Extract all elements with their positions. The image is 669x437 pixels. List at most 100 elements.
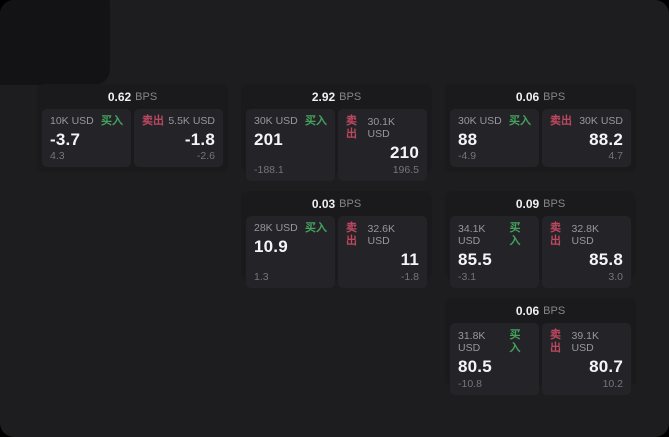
- buy-size-label: 30K USD: [458, 115, 502, 128]
- buy-size-label: 30K USD: [254, 115, 298, 128]
- sell-delta: -2.6: [196, 150, 215, 163]
- buy-panel-header: 30K USD 买入: [458, 115, 531, 128]
- buy-panel[interactable]: 30K USD 买入 201 -188.1: [246, 109, 335, 181]
- buy-delta: -4.9: [458, 150, 477, 163]
- buy-action-label: 买入: [305, 115, 327, 127]
- quote-card: 2.92 BPS 30K USD 买入 201 -188.1 卖出: [241, 84, 432, 181]
- sell-price: -1.8: [184, 130, 215, 150]
- sell-delta: 196.5: [392, 163, 419, 176]
- bps-value: 0.03: [311, 196, 336, 211]
- buy-price: -3.7: [50, 130, 81, 150]
- sell-price: 11: [400, 250, 419, 270]
- sell-action-label: 卖出: [142, 115, 164, 127]
- sell-panel-header: 卖出 32.8K USD: [550, 222, 623, 248]
- buy-action-label: 买入: [509, 329, 521, 355]
- buy-panel-header: 34.1K USD 买入: [458, 222, 531, 248]
- buy-price: 80.5: [458, 357, 492, 377]
- sell-delta: 4.7: [608, 150, 623, 163]
- buy-panel[interactable]: 30K USD 买入 88 -4.9: [450, 109, 539, 168]
- card-header: 0.06 BPS: [445, 298, 636, 323]
- sell-price: 88.2: [589, 130, 623, 150]
- card-header: 0.62 BPS: [37, 84, 228, 109]
- card-body: 10K USD 买入 -3.7 4.3 卖出 5.5K USD -1.8 -2.…: [37, 109, 228, 172]
- sell-size-label: 32.8K USD: [571, 222, 599, 248]
- buy-price: 85.5: [458, 250, 492, 270]
- bps-unit-label: BPS: [339, 197, 362, 210]
- buy-action-label: 买入: [509, 115, 531, 127]
- card-body: 30K USD 买入 201 -188.1 卖出 30.1K USD 210 1…: [241, 109, 432, 186]
- bps-unit-label: BPS: [543, 197, 566, 210]
- card-body: 28K USD 买入 10.9 1.3 卖出 32.6K USD 11 -1.8: [241, 216, 432, 293]
- sell-price: 210: [390, 143, 419, 163]
- card-body: 30K USD 买入 88 -4.9 卖出 30K USD 88.2 4.7: [445, 109, 636, 172]
- buy-action-label: 买入: [101, 115, 123, 127]
- buy-delta: -188.1: [254, 163, 284, 176]
- quote-card: 0.03 BPS 28K USD 买入 10.9 1.3 卖出: [241, 191, 432, 288]
- buy-price: 10.9: [254, 237, 288, 257]
- card-body: 31.8K USD 买入 80.5 -10.8 卖出 39.1K USD 80.…: [445, 323, 636, 400]
- buy-delta: 4.3: [50, 150, 65, 163]
- sell-panel-header: 卖出 30.1K USD: [346, 115, 419, 141]
- buy-panel-header: 28K USD 买入: [254, 222, 327, 235]
- sell-delta: -1.8: [400, 270, 419, 283]
- bps-value: 0.06: [515, 89, 540, 104]
- sell-panel[interactable]: 卖出 30K USD 88.2 4.7: [542, 109, 631, 168]
- buy-panel-header: 10K USD 买入: [50, 115, 123, 128]
- card-header: 0.06 BPS: [445, 84, 636, 109]
- bps-unit-label: BPS: [135, 90, 158, 103]
- sell-action-label: 卖出: [346, 222, 357, 248]
- card-header: 2.92 BPS: [241, 84, 432, 109]
- sell-price: 85.8: [589, 250, 623, 270]
- quote-card: 0.06 BPS 30K USD 买入 88 -4.9 卖出: [445, 84, 636, 172]
- buy-action-label: 买入: [305, 222, 327, 234]
- bps-unit-label: BPS: [543, 304, 566, 317]
- buy-price: 88: [458, 130, 478, 150]
- buy-price: 201: [254, 130, 283, 150]
- quote-card: 0.62 BPS 10K USD 买入 -3.7 4.3 卖出: [37, 84, 228, 172]
- bps-value: 0.62: [107, 89, 132, 104]
- buy-delta: -10.8: [458, 377, 482, 390]
- sell-panel[interactable]: 卖出 30.1K USD 210 196.5: [338, 109, 427, 181]
- buy-panel[interactable]: 10K USD 买入 -3.7 4.3: [42, 109, 131, 168]
- sell-panel-header: 卖出 5.5K USD: [142, 115, 215, 128]
- sell-action-label: 卖出: [346, 115, 357, 141]
- buy-action-label: 买入: [509, 222, 521, 248]
- sell-action-label: 卖出: [550, 329, 561, 355]
- sell-action-label: 卖出: [550, 115, 572, 127]
- sell-size-label: 30K USD: [579, 115, 623, 128]
- quote-card: 0.06 BPS 31.8K USD 买入 80.5 -10.8 卖: [445, 298, 636, 395]
- buy-size-label: 28K USD: [254, 222, 298, 235]
- bps-unit-label: BPS: [339, 90, 362, 103]
- card-header: 0.03 BPS: [241, 191, 432, 216]
- sell-panel[interactable]: 卖出 32.8K USD 85.8 3.0: [542, 216, 631, 288]
- sell-size-label: 5.5K USD: [168, 115, 215, 128]
- sell-delta: 3.0: [608, 270, 623, 283]
- sell-panel[interactable]: 卖出 32.6K USD 11 -1.8: [338, 216, 427, 288]
- buy-size-label: 10K USD: [50, 115, 94, 128]
- buy-size-label: 31.8K USD: [458, 329, 486, 355]
- sell-action-label: 卖出: [550, 222, 561, 248]
- sell-delta: 10.2: [602, 377, 623, 390]
- sell-panel-header: 卖出 30K USD: [550, 115, 623, 128]
- sell-panel-header: 卖出 39.1K USD: [550, 329, 623, 355]
- quote-card: 0.09 BPS 34.1K USD 买入 85.5 -3.1 卖出: [445, 191, 636, 288]
- bps-value: 0.06: [515, 303, 540, 318]
- buy-panel[interactable]: 31.8K USD 买入 80.5 -10.8: [450, 323, 539, 395]
- buy-size-label: 34.1K USD: [458, 222, 486, 248]
- sell-size-label: 39.1K USD: [571, 329, 599, 355]
- sell-panel[interactable]: 卖出 39.1K USD 80.7 10.2: [542, 323, 631, 395]
- buy-panel-header: 30K USD 买入: [254, 115, 327, 128]
- sell-panel[interactable]: 卖出 5.5K USD -1.8 -2.6: [134, 109, 223, 168]
- buy-panel[interactable]: 34.1K USD 买入 85.5 -3.1: [450, 216, 539, 288]
- quote-tiles-grid: 0.62 BPS 10K USD 买入 -3.7 4.3 卖出: [37, 84, 636, 395]
- buy-delta: -3.1: [458, 270, 477, 283]
- buy-delta: 1.3: [254, 270, 269, 283]
- card-body: 34.1K USD 买入 85.5 -3.1 卖出 32.8K USD 85.8…: [445, 216, 636, 293]
- sell-size-label: 30.1K USD: [367, 115, 395, 141]
- corner-shade-panel: [0, 0, 110, 85]
- sell-size-label: 32.6K USD: [367, 222, 395, 248]
- bps-unit-label: BPS: [543, 90, 566, 103]
- bps-value: 0.09: [515, 196, 540, 211]
- buy-panel[interactable]: 28K USD 买入 10.9 1.3: [246, 216, 335, 288]
